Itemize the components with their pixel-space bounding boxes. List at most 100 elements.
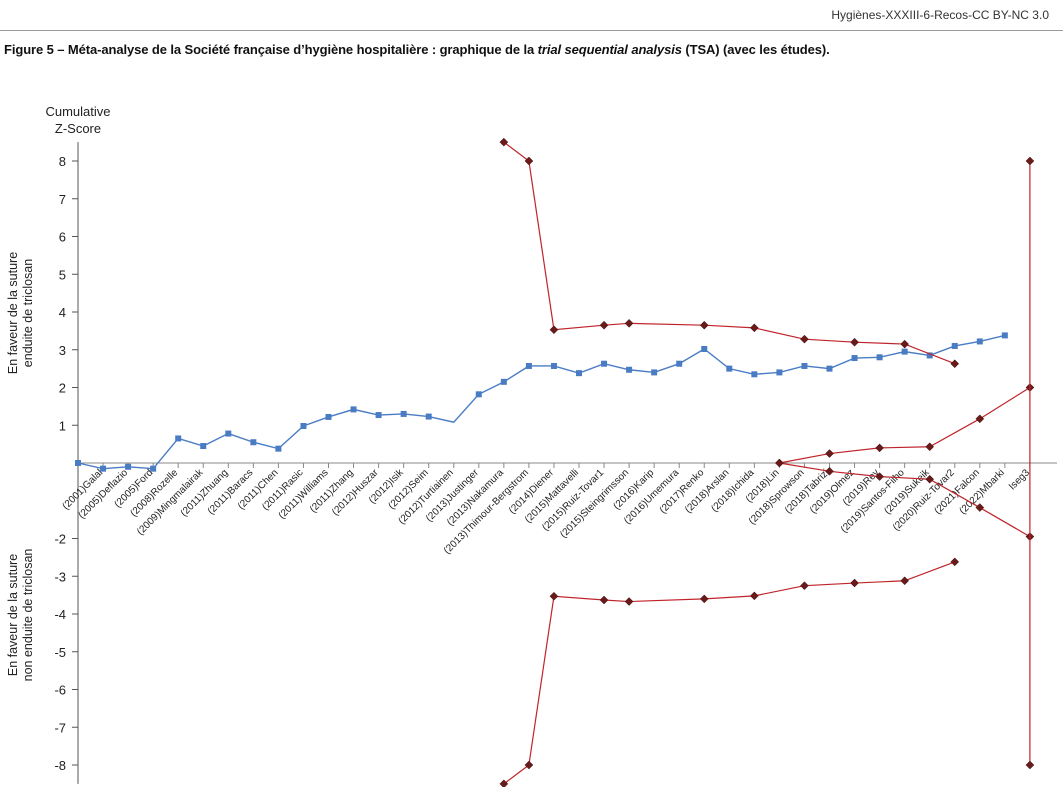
y-tick-label: 1 [59, 418, 66, 433]
y-axis-title-line2: Z-Score [55, 121, 101, 136]
boundary-point [599, 320, 609, 330]
axis-labels: Cumulative Z-Score En faveur de la sutur… [6, 104, 111, 681]
y-tick-label: 4 [59, 305, 66, 320]
boundary-line [779, 462, 1031, 538]
y-tick-label: -8 [54, 758, 66, 773]
boundary-point [699, 594, 709, 604]
chart-axes [77, 142, 1057, 784]
side-label-bottom-line1: En faveur de la suture [6, 554, 20, 676]
y-tick-label: -4 [54, 607, 66, 622]
z-score-point [826, 365, 833, 372]
z-score-point [150, 465, 157, 472]
z-score-point [550, 362, 557, 369]
y-tick-label: -7 [54, 720, 66, 735]
z-score-point [325, 413, 332, 420]
y-tick-label: 5 [59, 267, 66, 282]
y-tick-label: -3 [54, 569, 66, 584]
boundary-line [503, 561, 955, 785]
boundary-point [875, 443, 884, 453]
boundary-point [825, 449, 834, 458]
z-score-point [951, 342, 958, 349]
caption-italic: trial sequential analysis [537, 42, 682, 57]
boundary-point [975, 503, 985, 512]
z-score-point [175, 435, 182, 442]
z-score-point [300, 423, 307, 430]
y-ticks: -8 -7 -6 -5 -4 -3 -2 1 2 3 4 5 6 7 8 [54, 154, 78, 773]
y-tick-label: -5 [54, 645, 66, 660]
z-score-point [876, 354, 883, 361]
z-score-point [125, 463, 132, 470]
side-label-top-line2: enduite de triclosan [21, 259, 35, 367]
series-lines [75, 137, 1035, 787]
z-score-point [375, 412, 382, 419]
boundary-point [800, 581, 809, 591]
boundary-point [499, 137, 509, 147]
cumulative-z-line [77, 334, 1006, 470]
z-score-point [100, 465, 107, 472]
z-score-point [601, 360, 608, 367]
z-score-point [225, 430, 232, 437]
z-score-point [976, 338, 983, 345]
boundary-point [850, 578, 859, 588]
boundary-point [875, 472, 884, 481]
boundary-point [950, 557, 960, 567]
y-tick-label: 6 [59, 230, 66, 245]
y-tick-label: 8 [59, 154, 66, 169]
caption-prefix: Figure 5 – Méta-analyse de la Société fr… [4, 42, 538, 57]
boundary-point [850, 337, 859, 347]
z-score-point [776, 369, 783, 376]
y-tick-label: 2 [59, 381, 66, 396]
boundary-point [900, 339, 910, 349]
boundary-point [800, 334, 809, 344]
z-score-point [726, 365, 733, 372]
figure-caption: Figure 5 – Méta-analyse de la Société fr… [4, 42, 830, 57]
side-label-top-line1: En faveur de la suture [6, 252, 20, 374]
boundary-point [549, 325, 559, 335]
z-score-point [651, 369, 658, 376]
boundary-point [975, 414, 985, 424]
z-score-point [926, 352, 933, 359]
z-score-point [350, 406, 357, 413]
boundary-point [524, 760, 534, 770]
boundary-point [825, 466, 834, 476]
z-score-point [75, 460, 81, 466]
boundary-point [499, 779, 509, 787]
source-label: Hygiènes-XXXIII-6-Recos-CC BY-NC 3.0 [831, 8, 1049, 22]
y-tick-label: -6 [54, 683, 66, 698]
z-score-point [475, 391, 482, 398]
z-score-point [676, 360, 683, 367]
boundary-point [950, 359, 960, 369]
y-tick-label: 3 [59, 343, 66, 358]
boundary-point [624, 597, 634, 606]
y-axis-title-line1: Cumulative [45, 104, 110, 119]
y-tick-label: -2 [54, 532, 66, 547]
caption-suffix: (TSA) (avec les études). [681, 42, 830, 57]
x-category-label: Iseg3 [1007, 467, 1032, 492]
z-score-point [500, 378, 507, 385]
z-score-point [525, 362, 532, 369]
y-tick-label: 7 [59, 192, 66, 207]
z-score-point [400, 410, 407, 417]
z-score-point [1001, 332, 1008, 339]
boundary-point [900, 576, 910, 586]
boundary-point [925, 442, 935, 452]
z-score-point [275, 445, 282, 452]
boundary-point [599, 595, 609, 605]
boundary-point [699, 320, 709, 330]
z-score-point [576, 370, 582, 377]
boundary-point [925, 474, 935, 484]
boundary-point [749, 323, 759, 333]
z-score-point [701, 345, 708, 352]
z-score-point [425, 413, 432, 420]
boundary-line [503, 141, 955, 365]
boundary-point [624, 318, 634, 328]
z-score-point [250, 439, 257, 446]
boundary-point [1025, 760, 1035, 770]
header-divider [0, 30, 1063, 31]
z-score-point [751, 371, 758, 378]
boundary-point [1025, 156, 1035, 166]
boundary-point [775, 458, 784, 468]
boundary-point [524, 156, 534, 166]
z-score-point [901, 348, 908, 355]
